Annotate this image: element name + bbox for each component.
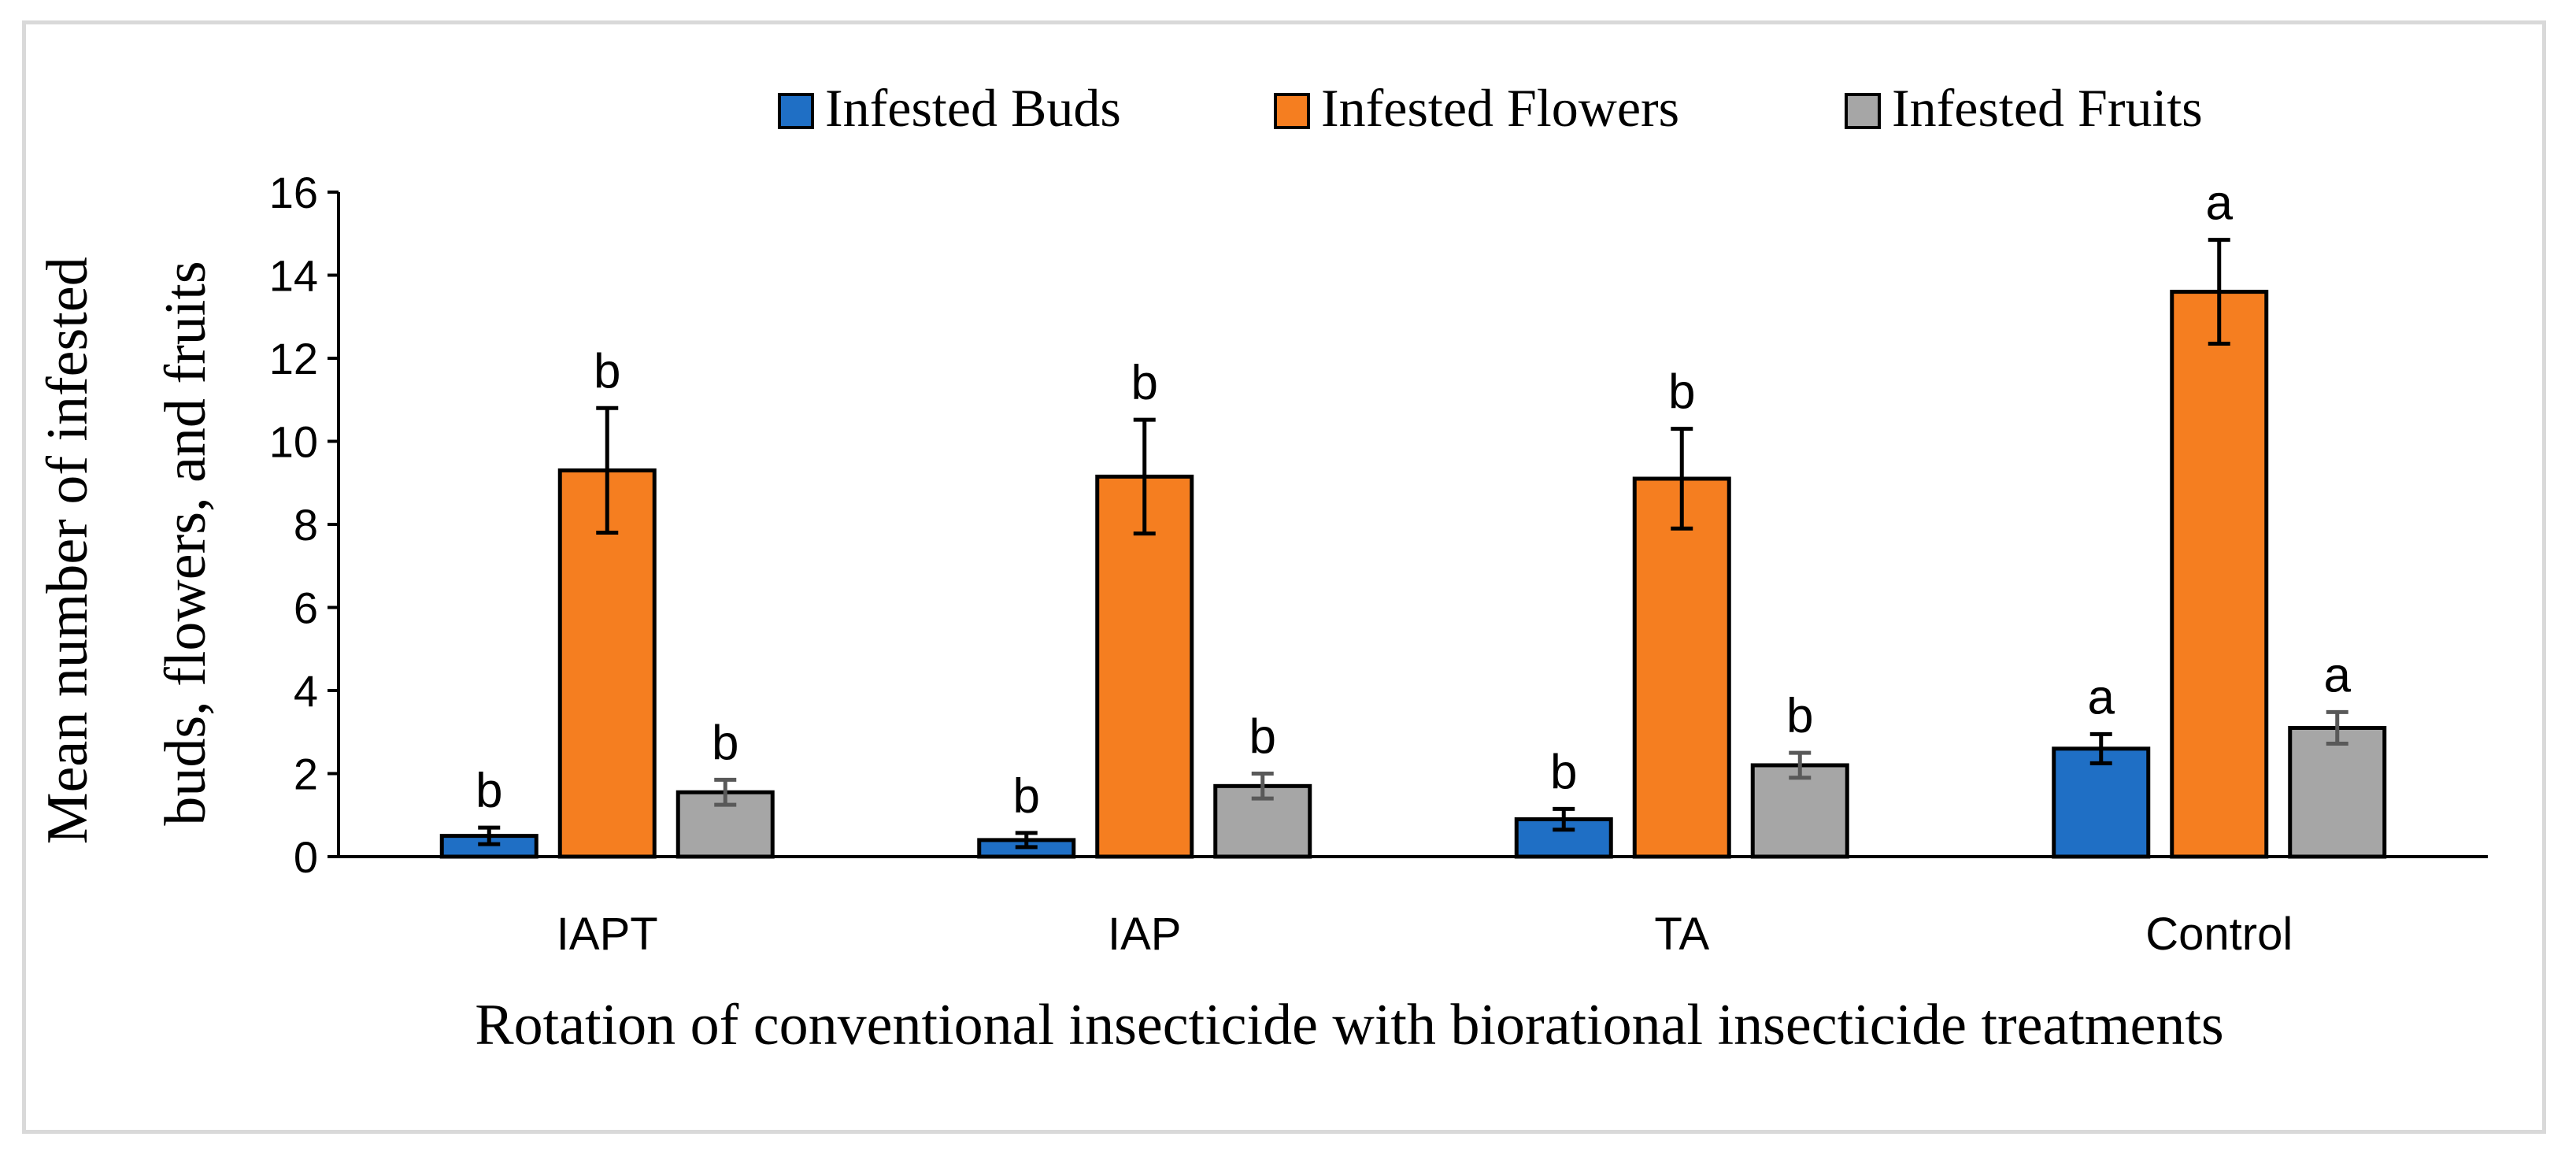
y-tick-label: 0	[294, 832, 318, 882]
significance-letter: a	[2088, 670, 2115, 724]
bar-infested-flowers-iapt	[557, 468, 657, 859]
legend-label: Infested Flowers	[1321, 78, 1679, 138]
legend-swatch-infested-buds	[778, 93, 814, 129]
significance-letter: b	[1131, 356, 1158, 410]
legend-label: Infested Fruits	[1892, 78, 2203, 138]
x-tick-label: TA	[1654, 909, 1709, 960]
y-axis: 0 2 4 6 8 10 12 14 16	[269, 168, 340, 882]
chart-frame	[22, 20, 2546, 1134]
x-axis-label: Rotation of conventional insecticide wit…	[475, 993, 2223, 1057]
significance-letter: b	[1249, 710, 1276, 765]
significance-letter: b	[594, 344, 620, 398]
bar-infested-flowers-control	[2170, 290, 2269, 859]
x-tick-label: IAPT	[557, 909, 658, 960]
legend-swatch-infested-flowers	[1274, 93, 1310, 129]
significance-letter: a	[2324, 648, 2352, 702]
y-axis-label-line-1: Mean number of infested	[35, 257, 100, 844]
x-axis: IAPT IAP TA Control	[339, 855, 2488, 960]
bar-infested-fruits-control	[2288, 725, 2387, 859]
x-tick-label: IAP	[1108, 909, 1182, 960]
significance-letter: a	[2206, 176, 2234, 231]
significance-letter: b	[712, 716, 738, 770]
y-axis-label: Mean number of infested buds, flowers, a…	[35, 243, 218, 844]
bar-infested-buds-control	[2052, 746, 2151, 859]
significance-letter: b	[1668, 365, 1695, 420]
significance-letter: b	[1013, 769, 1040, 824]
legend: Infested Buds Infested Flowers Infested Fr…	[778, 78, 2203, 138]
y-tick-label: 12	[269, 334, 318, 383]
significance-letter: b	[1786, 689, 1813, 743]
y-tick-label: 6	[294, 583, 318, 633]
x-tick-label: Control	[2145, 909, 2293, 960]
bar-infested-flowers-ta	[1632, 476, 1731, 859]
y-tick-label: 16	[269, 168, 318, 217]
y-tick-label: 14	[269, 251, 318, 301]
significance-letter: b	[1550, 745, 1577, 799]
y-tick-label: 2	[294, 750, 318, 799]
significance-letter: b	[476, 764, 502, 818]
y-tick-label: 4	[294, 666, 318, 716]
bars: b b b b b b b b b a a a	[439, 176, 2387, 859]
legend-label: Infested Buds	[825, 78, 1121, 138]
y-tick-label: 10	[269, 417, 318, 467]
y-axis-label-line-2: buds, flowers, and fruits	[154, 261, 218, 825]
y-tick-label: 8	[294, 500, 318, 550]
legend-swatch-infested-fruits	[1845, 93, 1881, 129]
